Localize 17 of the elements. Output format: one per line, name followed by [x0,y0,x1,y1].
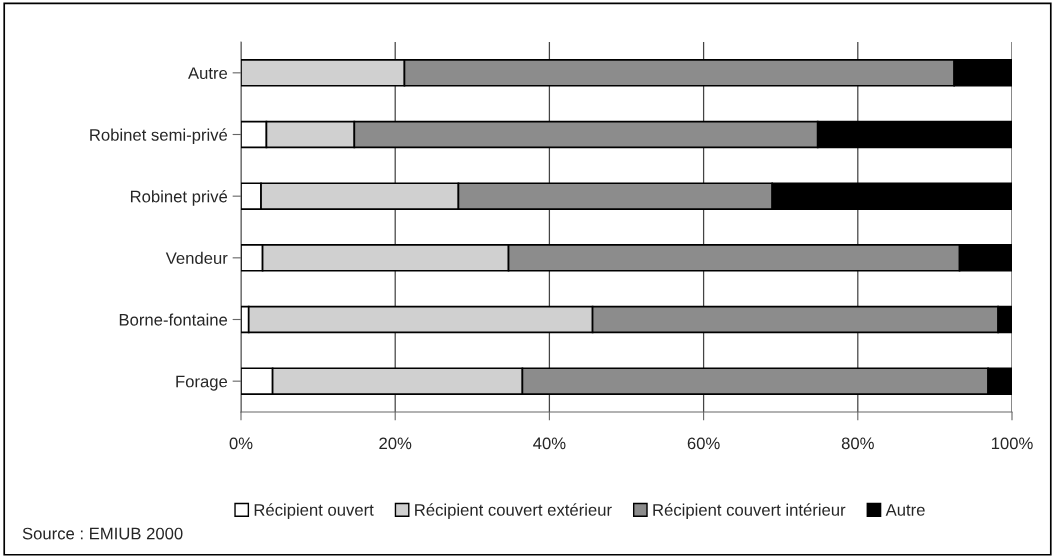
y-tick-label: Forage [176,375,228,391]
legend-label: Récipient couvert intérieur [653,503,846,520]
y-tick-label: Borne-fontaine [119,313,228,326]
x-tick-label: 40% [533,437,566,450]
x-tick-label: 60% [687,437,720,450]
y-tick-label: Robinet privé [130,190,228,206]
y-tick-label: Robinet semi-privé [90,128,228,145]
source-note: Source : EMIUB 2000 [22,527,183,540]
legend-label: Autre [885,504,925,516]
legend-label: Récipient ouvert [254,503,374,520]
x-tick-label: 0% [229,437,253,450]
x-tick-label: 100% [991,437,1033,450]
x-tick-label: 80% [841,437,874,450]
legend-label: Récipient couvert extérieur [415,503,612,520]
y-tick-label: Autre [188,67,228,80]
y-tick-label: Vendeur [165,251,228,265]
x-tick-label: 20% [379,437,412,450]
